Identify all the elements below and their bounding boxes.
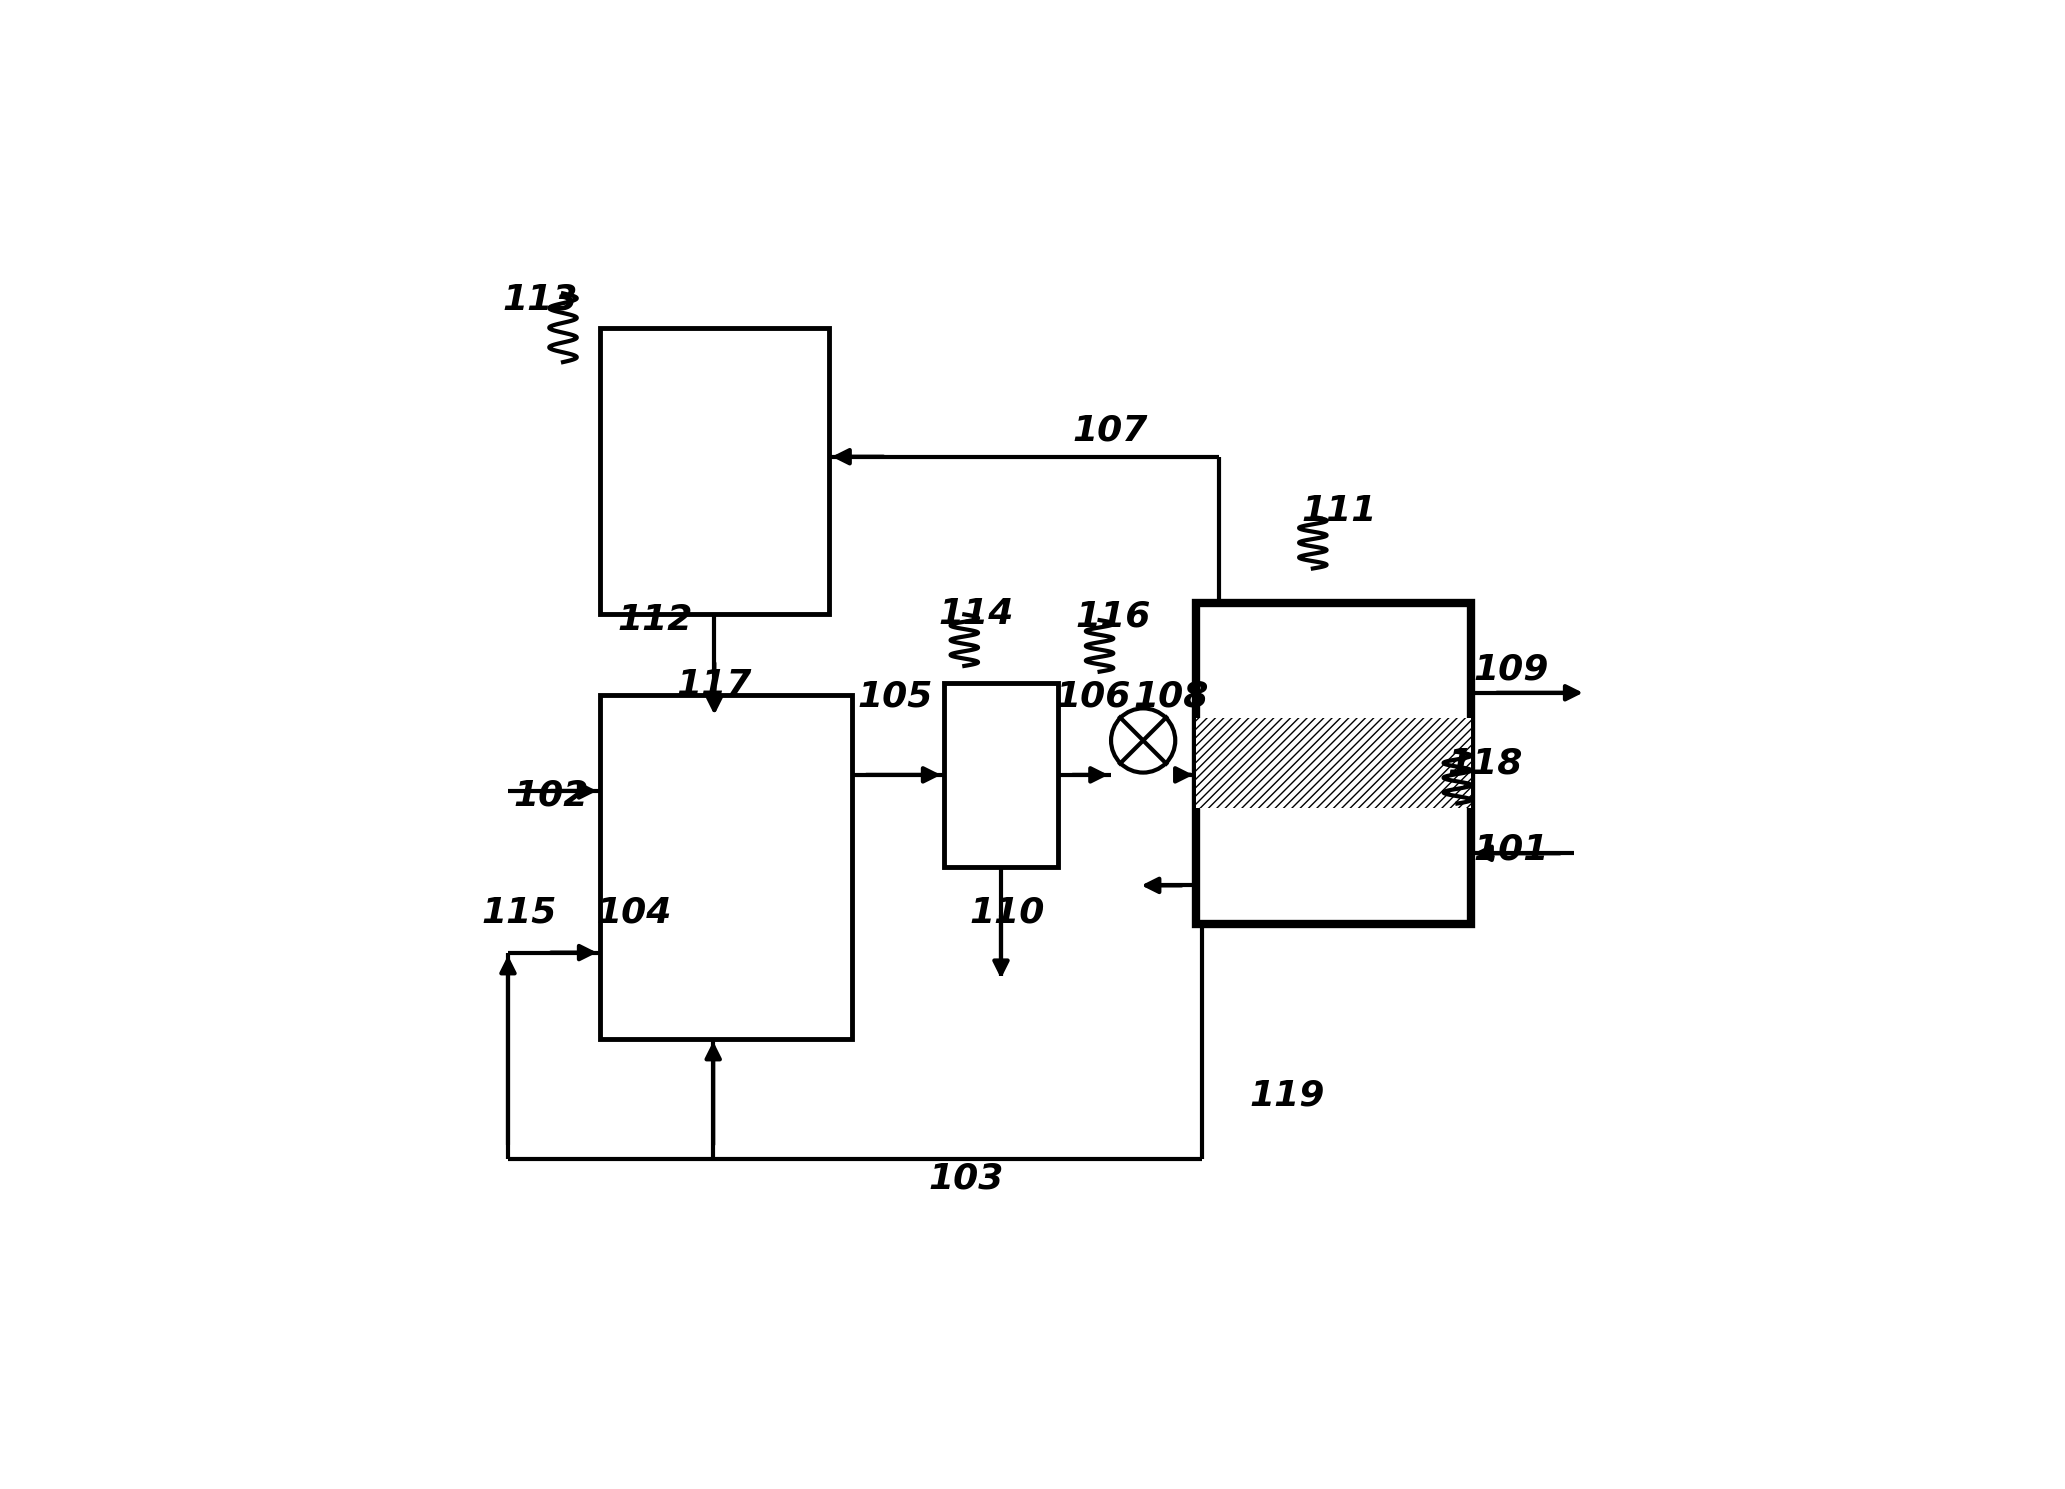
Text: 104: 104	[597, 895, 671, 929]
Text: 119: 119	[1249, 1080, 1326, 1112]
Text: 112: 112	[617, 603, 692, 637]
Text: 114: 114	[938, 597, 1014, 631]
Bar	[1196, 719, 1470, 809]
Text: 102: 102	[514, 779, 589, 813]
Bar	[599, 328, 828, 615]
Text: 117: 117	[677, 669, 752, 703]
Circle shape	[1111, 709, 1175, 773]
Text: 115: 115	[481, 895, 558, 929]
Text: 113: 113	[502, 281, 578, 316]
Bar	[599, 694, 853, 1039]
Bar	[1196, 603, 1470, 923]
Bar	[944, 683, 1057, 867]
Text: 106: 106	[1055, 680, 1130, 713]
Text: 116: 116	[1076, 600, 1150, 634]
Text: 109: 109	[1474, 652, 1549, 686]
Text: 111: 111	[1301, 494, 1377, 529]
Text: 107: 107	[1072, 414, 1148, 448]
Text: 110: 110	[968, 895, 1045, 929]
Text: 101: 101	[1474, 832, 1549, 867]
Text: 105: 105	[857, 680, 933, 713]
Text: 103: 103	[929, 1161, 1004, 1196]
Text: 118: 118	[1448, 746, 1522, 780]
Text: 108: 108	[1134, 680, 1208, 713]
